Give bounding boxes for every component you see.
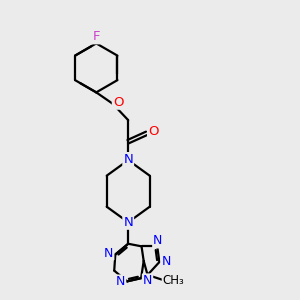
Text: O: O [148,125,158,138]
Text: N: N [123,153,133,166]
Text: F: F [92,30,100,43]
Text: N: N [116,275,125,289]
Text: N: N [161,255,171,268]
Text: N: N [123,216,133,229]
Text: CH₃: CH₃ [163,274,184,287]
Text: N: N [153,235,163,248]
Text: O: O [113,96,123,109]
Text: N: N [104,247,113,260]
Text: N: N [143,274,152,287]
